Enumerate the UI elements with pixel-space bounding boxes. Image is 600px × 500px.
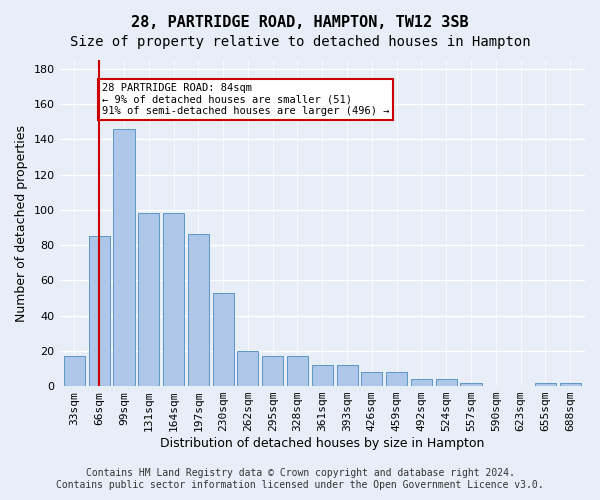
Bar (64, 356, 85, 386)
Bar (238, 351, 259, 386)
Bar (361, 372, 382, 386)
Bar (312, 365, 333, 386)
Text: 28, PARTRIDGE ROAD, HAMPTON, TW12 3SB: 28, PARTRIDGE ROAD, HAMPTON, TW12 3SB (131, 15, 469, 30)
Bar (138, 214, 160, 386)
X-axis label: Distribution of detached houses by size in Hampton: Distribution of detached houses by size … (160, 437, 484, 450)
Y-axis label: Number of detached properties: Number of detached properties (15, 124, 28, 322)
Bar (212, 292, 233, 386)
Bar (287, 356, 308, 386)
Text: Contains HM Land Registry data © Crown copyright and database right 2024.
Contai: Contains HM Land Registry data © Crown c… (56, 468, 544, 490)
Bar (89, 236, 110, 386)
Bar (535, 382, 556, 386)
Bar (163, 214, 184, 386)
Bar (386, 372, 407, 386)
Bar (436, 379, 457, 386)
Text: 28 PARTRIDGE ROAD: 84sqm
← 9% of detached houses are smaller (51)
91% of semi-de: 28 PARTRIDGE ROAD: 84sqm ← 9% of detache… (101, 83, 389, 116)
Bar (188, 234, 209, 386)
Bar (262, 356, 283, 386)
Bar (337, 365, 358, 386)
Bar (560, 382, 581, 386)
Bar (411, 379, 432, 386)
Bar (113, 128, 134, 386)
Text: Size of property relative to detached houses in Hampton: Size of property relative to detached ho… (70, 35, 530, 49)
Bar (460, 382, 482, 386)
